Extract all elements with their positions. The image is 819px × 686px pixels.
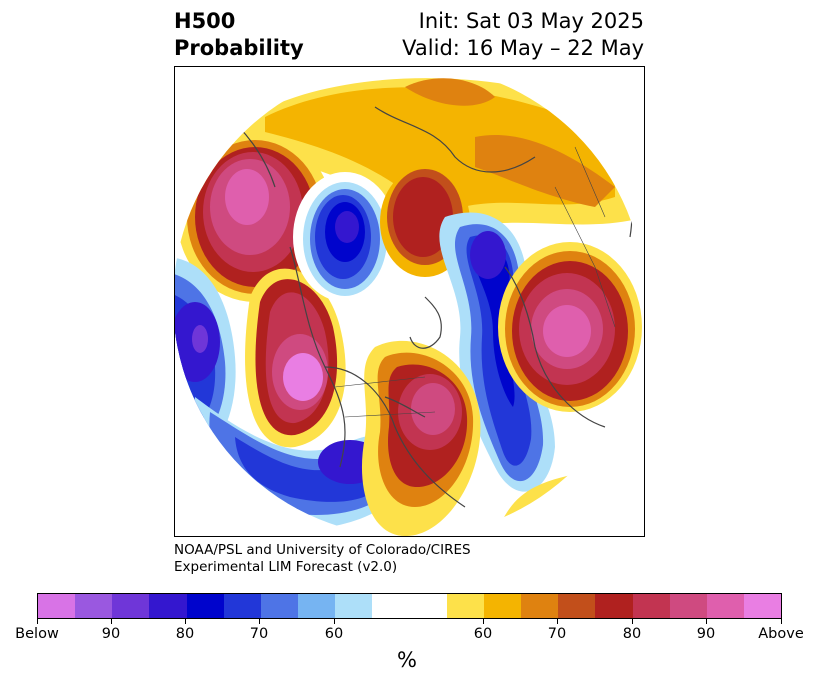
colorbar-segment (223, 594, 261, 618)
above-arctic-belt (235, 78, 644, 237)
above-central (362, 340, 481, 536)
probability-field (175, 67, 644, 536)
below-canada (293, 172, 397, 302)
forecast-dates: Init: Sat 03 May 2025 Valid: 16 May – 22… (402, 8, 644, 62)
colorbar-tickmark (334, 619, 335, 624)
colorbar-segment (372, 594, 410, 618)
borders (334, 146, 616, 418)
colorbar-segment (38, 594, 76, 618)
colorbar-tickmark (111, 619, 112, 624)
credit-line-2: Experimental LIM Forecast (v2.0) (174, 559, 398, 575)
colorbar-segment (260, 594, 299, 618)
colorbar-tickmark (632, 619, 633, 624)
colorbar-tick-label: 60 (473, 626, 493, 642)
colorbar-tickmark (37, 619, 38, 624)
colorbar-segment (669, 594, 707, 618)
polar-stereographic-map (175, 67, 644, 536)
colorbar-segment (632, 594, 670, 618)
colorbar-segment (558, 594, 596, 618)
valid-date: Valid: 16 May – 22 May (402, 36, 644, 60)
colorbar-segment (446, 594, 484, 618)
colorbar-segment (149, 594, 187, 618)
colorbar-segment (483, 594, 522, 618)
colorbar-tickmark (483, 619, 484, 624)
colorbar-segment (335, 594, 373, 618)
title-line-1: H500 (174, 9, 236, 33)
colorbar-tickmark (706, 619, 707, 624)
colorbar-tickmark (557, 619, 558, 624)
colorbar-tickmark (185, 619, 186, 624)
above-eurasia (498, 242, 642, 412)
colorbar-tick-label: 90 (101, 626, 121, 642)
colorbar-tickmark (259, 619, 260, 624)
colorbar-tick-label: 60 (324, 626, 344, 642)
colorbar-segment (743, 594, 782, 618)
init-date: Init: Sat 03 May 2025 (418, 9, 644, 33)
colorbar-segment (112, 594, 150, 618)
title-line-2: Probability (174, 36, 304, 60)
above-pacific-west (177, 132, 333, 302)
credit-line-1: NOAA/PSL and University of Colorado/CIRE… (174, 542, 471, 558)
colorbar-tick-label: Above (758, 626, 804, 642)
colorbar-unit: % (397, 648, 417, 672)
credit-text: NOAA/PSL and University of Colorado/CIRE… (174, 542, 471, 576)
above-pacific-south (245, 268, 346, 448)
colorbar-segment (409, 594, 447, 618)
colorbar (37, 593, 782, 619)
colorbar-tick-label: 90 (696, 626, 716, 642)
colorbar-tick-label: 80 (175, 626, 195, 642)
colorbar-tick-label: 70 (249, 626, 269, 642)
colorbar-segment (186, 594, 224, 618)
colorbar-tick-label: 80 (622, 626, 642, 642)
colorbar-tick-label: 70 (547, 626, 567, 642)
map-title: H500 Probability (174, 8, 304, 62)
colorbar-segment (298, 594, 336, 618)
colorbar-tickmark (781, 619, 782, 624)
colorbar-tick-label: Below (15, 626, 59, 642)
colorbar-segment (521, 594, 559, 618)
below-eastern-trough (439, 212, 555, 492)
colorbar-segment (595, 594, 633, 618)
colorbar-segment (75, 594, 113, 618)
colorbar-segment (706, 594, 744, 618)
probability-map (174, 66, 645, 537)
